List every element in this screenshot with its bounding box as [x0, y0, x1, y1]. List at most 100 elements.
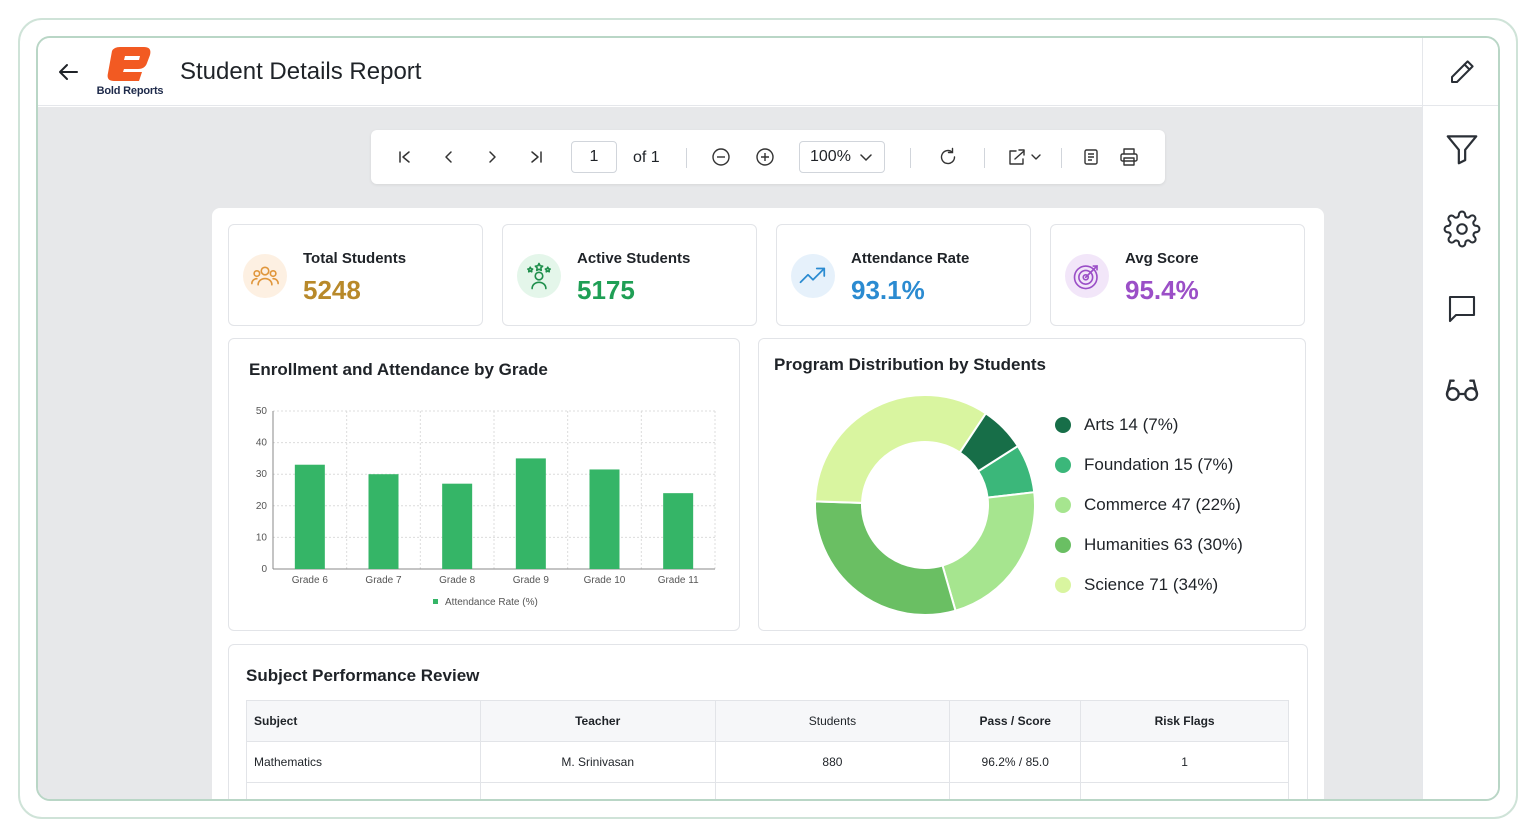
zoom-select[interactable]: 100% [799, 141, 885, 173]
zoom-in-button[interactable] [751, 143, 779, 171]
bar-chart-card: Enrollment and Attendance by Grade 0 10 20… [228, 338, 740, 631]
legend-label: Humanities 63 (30%) [1084, 535, 1243, 554]
report-page: Total Students 5248 Active Students 5175… [212, 208, 1324, 799]
kpi-value: 95.4% [1125, 275, 1199, 305]
legend-label: Science 71 (34%) [1084, 575, 1219, 594]
donut-slice[interactable] [814, 394, 988, 504]
column-header-risk-flags[interactable]: Risk Flags [1080, 700, 1289, 742]
first-page-icon [399, 151, 410, 163]
kpi-value: 5175 [577, 275, 635, 305]
cell-pass-score: 96.2% / 85.0 [949, 741, 1082, 783]
bar-chart-title: Enrollment and Attendance by Grade [249, 360, 548, 379]
subject-performance-table: Subject Teacher Students Pass / Score Ri… [246, 700, 1289, 799]
donut-slice[interactable] [941, 491, 1036, 612]
cell-empty [714, 782, 951, 799]
donut-legend-item[interactable]: Foundation 15 (7%) [1055, 453, 1233, 477]
printer-icon [1120, 148, 1138, 166]
donut-chart-card: Program Distribution by Students Arts 14… [758, 338, 1306, 631]
arrow-left-icon [59, 64, 78, 80]
column-header-pass-score[interactable]: Pass / Score [949, 700, 1082, 742]
pencil-icon [1451, 60, 1474, 83]
bar[interactable] [515, 458, 546, 569]
column-header-subject[interactable]: Subject [246, 700, 481, 742]
bar[interactable] [294, 464, 325, 569]
refresh-button[interactable] [934, 143, 962, 171]
y-tick-label: 20 [256, 501, 268, 512]
gear-icon [1443, 210, 1481, 248]
toolbar-divider [910, 148, 911, 168]
view-mode-button[interactable] [1440, 367, 1484, 411]
table-header-row: Subject Teacher Students Pass / Score Ri… [246, 700, 1289, 742]
cell-teacher: M. Srinivasan [479, 741, 716, 783]
x-tick-label: Grade 7 [365, 575, 402, 586]
filter-icon [1446, 135, 1478, 165]
zoom-out-button[interactable] [707, 143, 735, 171]
last-page-icon [531, 151, 542, 163]
x-tick-label: Grade 6 [292, 575, 329, 586]
donut-chart [814, 394, 1036, 616]
donut-slice[interactable] [814, 500, 957, 616]
bar[interactable] [663, 493, 694, 569]
y-tick-label: 0 [261, 564, 267, 575]
logo-text: Bold Reports [96, 85, 164, 97]
print-layout-button[interactable] [1077, 143, 1105, 171]
previous-page-button[interactable] [435, 143, 463, 171]
y-tick-label: 10 [256, 532, 268, 543]
kpi-value: 5248 [303, 275, 361, 305]
donut-legend-item[interactable]: Science 71 (34%) [1055, 573, 1218, 597]
back-button[interactable] [54, 57, 84, 87]
legend-dot [1055, 417, 1071, 433]
print-button[interactable] [1115, 143, 1143, 171]
users-icon [251, 266, 279, 286]
page-number-input[interactable] [571, 141, 617, 173]
cell-subject: Mathematics [246, 741, 481, 783]
legend-label: Foundation 15 (7%) [1084, 455, 1234, 474]
export-button[interactable] [1003, 143, 1047, 171]
column-header-students[interactable]: Students [714, 700, 951, 742]
toolbar-divider [686, 148, 687, 168]
edit-button[interactable] [1440, 50, 1484, 94]
donut-legend-item[interactable]: Humanities 63 (30%) [1055, 533, 1243, 557]
donut-legend-item[interactable]: Commerce 47 (22%) [1055, 493, 1241, 517]
report-header: Bold Reports Student Details Report [38, 38, 1422, 106]
page-title: Student Details Report [180, 58, 422, 85]
legend-dot [1055, 537, 1071, 553]
legend-dot [1055, 577, 1071, 593]
settings-button[interactable] [1440, 207, 1484, 251]
viewer-toolbar: of 1 100% [371, 130, 1165, 184]
legend-dot [1055, 457, 1071, 473]
table-wrap: Subject Teacher Students Pass / Score Ri… [246, 700, 1289, 799]
chevron-down-icon [860, 154, 872, 162]
last-page-button[interactable] [522, 143, 550, 171]
chevron-right-icon [489, 151, 496, 163]
toolbar-divider [984, 148, 985, 168]
zoom-value: 100% [810, 148, 851, 165]
column-header-teacher[interactable]: Teacher [479, 700, 716, 742]
glasses-icon [1445, 379, 1479, 401]
kpi-label: Avg Score [1125, 250, 1199, 267]
comments-button[interactable] [1440, 287, 1484, 331]
kpi-icon-wrap [243, 254, 287, 298]
cell-empty [246, 782, 481, 799]
kpi-label: Attendance Rate [851, 250, 970, 267]
zoom-out-icon [712, 148, 730, 166]
cell-empty [949, 782, 1082, 799]
first-page-button[interactable] [391, 143, 419, 171]
report-canvas: of 1 100% [38, 107, 1422, 799]
page-setup-icon [1084, 149, 1098, 165]
donut-slice[interactable] [958, 411, 1020, 473]
bar-chart: 0 10 20 30 40 50 Grade 6 Grade 7 Grade 8 Grade 9 G… [256, 406, 716, 608]
toolbar-divider [1061, 148, 1062, 168]
donut-legend-item[interactable]: Arts 14 (7%) [1055, 413, 1178, 437]
kpi-card-active-students: Active Students 5175 [502, 224, 757, 326]
legend-label: Arts 14 (7%) [1084, 415, 1179, 434]
bar[interactable] [589, 469, 620, 569]
bar[interactable] [368, 474, 399, 569]
next-page-button[interactable] [478, 143, 506, 171]
kpi-icon-wrap [517, 254, 561, 298]
y-tick-label: 50 [256, 406, 268, 417]
filter-button[interactable] [1440, 127, 1484, 171]
zoom-in-icon [756, 148, 774, 166]
export-icon [1009, 149, 1041, 165]
bar[interactable] [442, 483, 473, 569]
